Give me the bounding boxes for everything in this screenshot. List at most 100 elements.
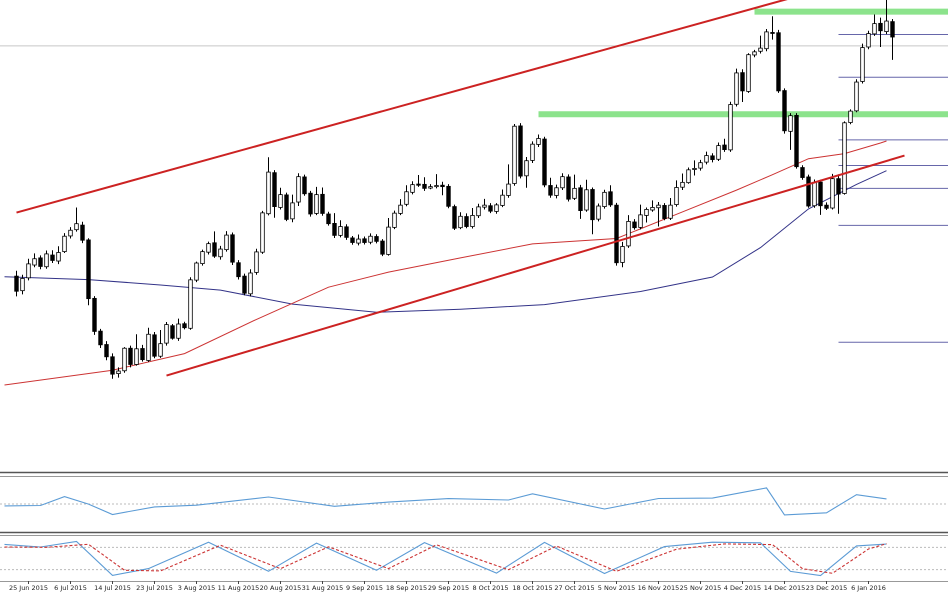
candle [872,14,877,36]
candle [818,179,823,215]
candle [68,227,73,239]
candle-bear-body [542,138,547,186]
candle-bear-body [710,155,715,160]
candle [20,274,25,295]
candle [758,35,763,54]
candle-bull-body [830,178,835,209]
candle-bull-body [146,333,151,361]
candle-bear-body [548,185,553,196]
candle [428,184,433,190]
candle [422,177,427,191]
candle [254,248,259,275]
candle [794,113,799,169]
candle-bull-body [536,138,541,145]
candle [212,231,217,258]
candle [698,159,703,171]
candle [554,184,559,199]
candle-bull-body [56,252,61,262]
candle [170,324,175,340]
candle-bull-body [728,104,733,151]
candle [86,238,91,306]
candle-bear-body [308,192,313,215]
candle [410,181,415,195]
candle-bear-body [230,234,235,263]
candle-bull-body [134,348,139,365]
candle [380,239,385,257]
candle [542,136,547,188]
candle [266,157,271,216]
candle-bear-body [662,205,667,219]
candle-bull-body [734,72,739,105]
candle-bear-body [416,183,421,186]
candle-bull-body [116,370,121,375]
candle-bull-body [884,20,889,33]
candle [530,141,535,163]
candle-bull-body [260,212,265,253]
candle-bull-body [854,81,859,112]
candle-bull-body [788,115,793,132]
candle [770,16,775,40]
candle [662,203,667,221]
candle [278,187,283,210]
candle [590,187,595,235]
candle-bull-body [686,169,691,184]
candle-bull-body [44,253,49,268]
candle-bear-body [452,206,457,229]
candle-bear-body [242,275,247,294]
candle-bull-body [206,243,211,253]
candle-bull-body [746,54,751,92]
candle [38,255,43,270]
candle [440,181,445,196]
candle-bear-body [566,176,571,200]
candle [236,260,241,280]
candle-bull-body [188,279,193,329]
x-tick-label: 23 Dec 2015 [806,584,848,592]
candle-bull-body [626,221,631,247]
candle-bull-body [62,235,67,253]
candle-bull-body [392,212,397,228]
candle [398,199,403,216]
candle-bull-body [596,205,601,220]
candle-bull-body [470,215,475,227]
candle [224,231,229,252]
candle-bear-body [446,185,451,207]
candle [650,200,655,212]
candle-bear-body [140,348,145,361]
candle-bear-body [770,32,775,34]
candle [464,213,469,229]
x-tick-label: 14 Jul 2015 [94,584,131,592]
candle [764,29,769,52]
candle-bear-body [80,224,85,241]
candle [644,207,649,223]
candle [578,184,583,219]
candle-bear-body [836,178,841,195]
candle-bear-body [50,254,55,261]
candle [326,211,331,226]
candle [536,134,541,148]
candle [524,157,529,188]
osc2-signal-line [4,543,887,574]
candle [596,203,601,222]
candle-bear-body [782,90,787,132]
candle-bear-body [488,205,493,212]
candle [50,250,55,264]
candle-bull-body [200,251,205,264]
x-tick-label: 6 Jan 2016 [851,584,886,592]
candle-bull-body [656,204,661,209]
candle [842,121,847,195]
candle-bear-body [104,344,109,358]
osc2-main-line [4,540,887,577]
candle [338,220,343,238]
candle-bull-body [158,343,163,357]
candle [488,203,493,214]
candle [392,210,397,230]
candle-bull-body [812,181,817,207]
candle [386,217,391,256]
candle [692,160,697,176]
x-tick-label: 23 Jul 2015 [136,584,173,592]
channel-lower-line [166,154,905,377]
candle [176,318,181,341]
x-tick-label: 16 Nov 2015 [638,584,680,592]
candle [314,186,319,216]
